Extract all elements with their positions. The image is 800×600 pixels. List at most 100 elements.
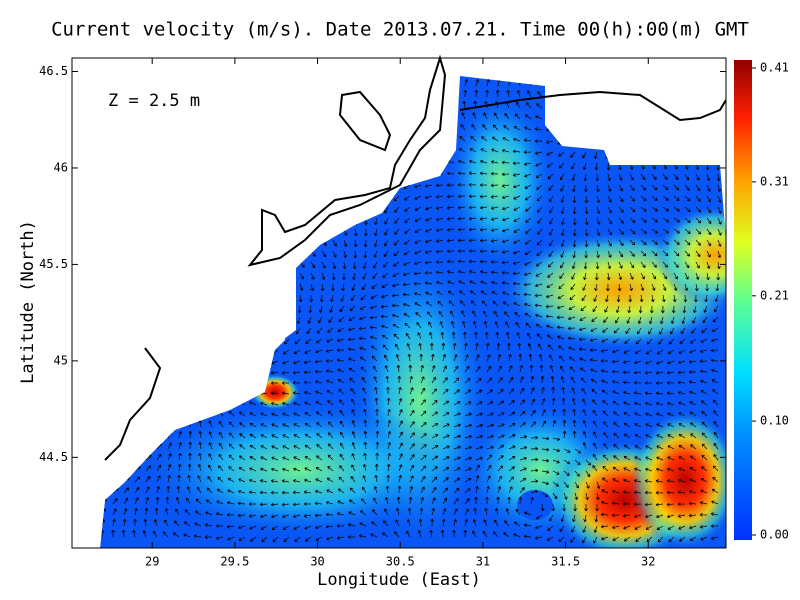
flow-arrow [393,250,400,257]
flow-arrow [398,464,403,472]
flow-arrow [446,183,455,187]
flow-arrow [546,536,554,541]
flow-arrow [438,310,444,318]
flow-arrow [371,355,378,362]
flow-arrow [546,334,554,340]
flow-arrow [673,272,678,280]
flow-arrow [315,478,323,483]
field-patch [445,90,555,270]
flow-arrow [574,470,580,477]
flow-arrow [516,332,521,340]
flow-arrow [528,353,533,362]
flow-arrow [386,463,391,472]
flow-arrow [270,391,279,396]
flow-arrow [623,349,631,354]
flow-arrow [623,536,631,542]
flow-arrow [457,270,466,274]
flow-arrow [435,206,444,210]
flow-arrow [337,500,345,505]
flow-arrow [403,261,411,266]
flow-arrow [534,293,543,298]
flow-arrow [218,453,224,461]
flow-arrow [557,335,565,340]
flow-arrow [450,321,455,329]
flow-arrow [600,349,609,353]
flow-arrow [304,412,312,417]
flow-arrow [573,503,578,512]
flow-arrow [524,114,532,120]
flow-arrow [249,433,257,439]
flow-arrow [250,536,257,542]
flow-arrow [228,432,235,439]
flow-arrow [592,399,598,406]
flow-arrow [293,434,301,439]
flow-arrow [525,322,532,329]
flow-arrow [585,481,590,489]
flow-arrow [304,478,312,483]
flow-arrow [503,532,510,538]
flow-arrow [651,228,659,234]
flow-arrow [164,508,169,516]
flow-arrow [700,400,708,406]
flow-arrow [689,411,697,417]
flow-arrow [464,477,472,483]
flow-arrow [713,442,719,450]
flow-arrow [337,338,345,343]
flow-arrow [396,364,401,373]
flow-arrow [318,316,323,324]
flow-arrow [384,206,389,214]
flow-arrow [634,401,642,406]
flow-arrow [699,369,708,374]
flow-arrow [419,507,424,516]
flow-arrow [446,259,455,264]
flow-arrow [208,453,213,461]
flow-arrow [431,400,438,406]
flow-arrow [558,151,565,157]
flow-arrow [316,444,323,450]
flow-arrow [569,366,576,373]
flow-arrow [359,346,367,351]
flow-arrow [525,228,532,234]
flow-arrow [207,476,213,483]
flow-arrow [536,333,543,340]
flow-arrow [310,261,316,269]
flow-arrow [479,205,488,210]
flow-arrow [689,455,697,461]
flow-arrow [629,184,635,191]
flow-arrow [303,514,312,518]
flow-arrow [713,431,719,439]
flow-arrow [468,227,477,232]
flow-arrow [463,89,468,98]
flow-arrow [557,305,565,310]
flow-arrow [551,503,556,512]
flow-arrow [645,412,653,417]
flow-arrow [132,529,136,538]
flow-arrow [645,525,653,530]
flow-arrow [134,507,138,516]
flow-arrow [640,272,645,280]
flow-arrow [688,513,697,518]
flow-arrow [706,250,711,258]
flow-arrow [336,358,345,362]
flow-arrow [363,452,367,461]
flow-arrow [145,497,150,505]
flow-arrow [613,327,620,334]
flow-arrow [678,525,686,530]
flow-arrow [442,365,447,373]
flow-arrow [648,327,653,335]
flow-arrow [468,249,476,253]
flow-arrow [596,239,601,247]
flow-arrow [363,430,368,439]
flow-arrow [513,302,521,307]
flow-arrow [384,228,389,236]
flow-arrow [351,442,356,450]
flow-arrow [655,381,664,385]
flow-arrow [409,421,415,428]
flow-arrow [717,250,722,258]
flow-arrow [673,184,680,191]
flow-arrow [713,410,719,417]
flow-arrow [481,136,488,142]
x-tick-label: 30.5 [386,555,415,569]
flow-arrow [374,463,379,472]
flow-arrow [596,206,601,214]
